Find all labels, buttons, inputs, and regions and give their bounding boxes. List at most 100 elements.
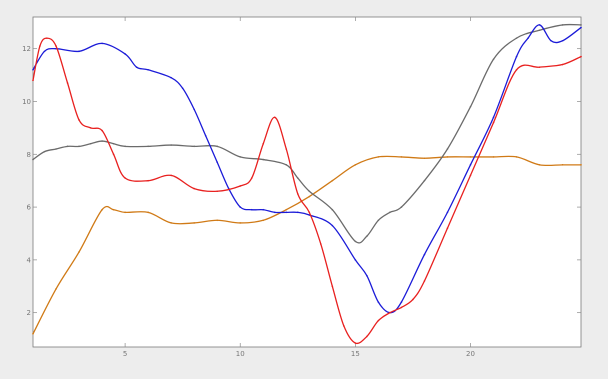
data-point xyxy=(147,211,149,214)
data-point xyxy=(469,164,472,166)
data-point xyxy=(366,235,368,237)
data-point xyxy=(492,121,495,124)
data-point xyxy=(492,156,495,158)
data-point xyxy=(285,211,288,214)
data-point xyxy=(262,208,265,211)
data-point xyxy=(262,142,265,145)
data-point xyxy=(55,288,57,290)
data-point xyxy=(366,274,368,277)
data-point xyxy=(285,164,288,166)
data-point xyxy=(308,195,311,198)
data-point xyxy=(366,335,368,338)
data-point xyxy=(101,140,103,142)
data-point xyxy=(43,50,46,53)
y-tick-label: 8 xyxy=(27,151,31,159)
data-point xyxy=(515,69,518,71)
data-point xyxy=(170,174,172,177)
data-point xyxy=(124,177,126,179)
series-layer xyxy=(32,23,582,345)
data-point xyxy=(389,311,391,314)
data-point xyxy=(273,116,276,119)
data-point xyxy=(400,206,403,208)
data-point xyxy=(32,69,34,71)
data-point xyxy=(538,66,541,68)
y-tick-label: 10 xyxy=(22,98,31,106)
data-point xyxy=(239,206,242,208)
data-point xyxy=(354,259,357,261)
data-point xyxy=(89,127,92,129)
data-point xyxy=(331,285,334,288)
data-point xyxy=(561,24,564,26)
data-point xyxy=(250,177,253,179)
data-point xyxy=(538,164,541,166)
data-point xyxy=(492,58,495,61)
data-point xyxy=(538,29,541,32)
data-point xyxy=(216,190,218,193)
data-point xyxy=(538,24,541,26)
y-tick-label: 2 xyxy=(27,309,31,317)
data-point xyxy=(112,208,115,211)
data-point xyxy=(400,301,403,303)
data-point xyxy=(216,145,218,148)
data-point xyxy=(78,145,80,148)
data-point xyxy=(262,158,265,161)
data-point xyxy=(331,179,334,182)
data-point xyxy=(204,135,207,137)
data-point xyxy=(239,156,242,158)
data-point xyxy=(78,50,80,53)
data-point xyxy=(515,55,518,58)
data-point xyxy=(580,55,582,58)
data-point xyxy=(124,145,126,148)
plot-area xyxy=(32,16,582,348)
data-point xyxy=(239,185,242,187)
data-point xyxy=(216,161,218,163)
data-point xyxy=(377,319,380,322)
x-tick-label: 10 xyxy=(236,350,245,358)
data-point xyxy=(285,208,288,211)
data-point xyxy=(580,24,582,26)
data-point xyxy=(262,219,265,222)
data-point xyxy=(469,105,472,108)
data-point xyxy=(580,164,582,166)
data-point xyxy=(492,116,495,119)
data-point xyxy=(389,211,391,214)
data-point xyxy=(193,108,195,111)
data-point xyxy=(446,227,449,229)
data-point xyxy=(377,219,380,222)
data-point xyxy=(550,39,552,42)
data-point xyxy=(354,342,357,344)
data-point xyxy=(124,53,126,55)
data-point xyxy=(320,243,322,245)
data-point xyxy=(423,157,426,160)
data-point xyxy=(296,193,299,195)
y-tick-label: 6 xyxy=(27,204,32,212)
data-point xyxy=(423,280,426,282)
data-point xyxy=(285,148,288,150)
data-point xyxy=(112,153,115,156)
data-point xyxy=(446,148,449,150)
data-point xyxy=(147,179,149,182)
series-line-red xyxy=(32,37,582,345)
data-point xyxy=(527,37,529,39)
data-point xyxy=(308,211,311,214)
data-point xyxy=(39,45,41,47)
data-point xyxy=(469,174,472,177)
data-point xyxy=(354,240,357,243)
data-point xyxy=(32,158,34,161)
data-point xyxy=(377,156,380,158)
data-point xyxy=(296,211,299,214)
data-point xyxy=(101,129,103,132)
data-point xyxy=(308,190,311,193)
data-point xyxy=(193,187,195,190)
data-point xyxy=(343,325,345,327)
series-line-gray xyxy=(32,23,582,244)
data-point xyxy=(124,211,126,214)
data-point xyxy=(400,306,403,309)
x-tick-label: 15 xyxy=(351,350,360,358)
series-line-orange xyxy=(32,155,582,335)
data-point xyxy=(561,39,564,42)
data-point xyxy=(66,145,69,148)
data-point xyxy=(561,164,564,166)
